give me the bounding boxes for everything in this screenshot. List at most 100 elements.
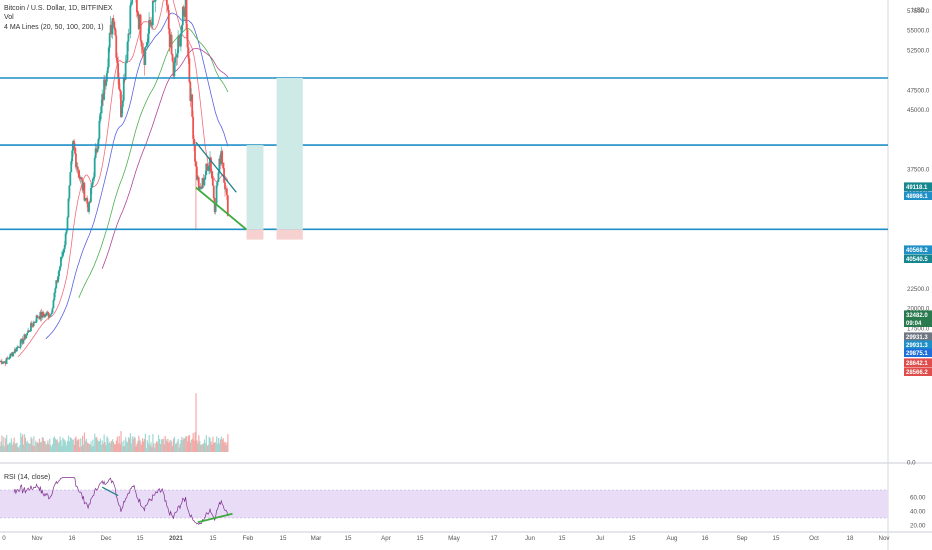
- candle-body: [120, 106, 123, 117]
- candle-body: [8, 358, 11, 359]
- volume-bar: [82, 435, 84, 452]
- volume-bar: [35, 440, 37, 452]
- volume-bar: [62, 437, 64, 452]
- volume-bar: [85, 438, 87, 452]
- volume-bar: [81, 446, 83, 452]
- candle-body: [85, 198, 88, 199]
- volume-bar: [183, 438, 185, 452]
- volume-bar: [75, 436, 77, 452]
- candle-body: [69, 172, 72, 186]
- volume-bar: [143, 438, 146, 452]
- candle-body: [41, 312, 44, 318]
- candle-body: [37, 317, 40, 319]
- volume-bar: [180, 439, 182, 452]
- volume-bar: [110, 443, 112, 452]
- volume-bar: [48, 444, 50, 452]
- volume-bar: [126, 441, 128, 452]
- rsi-legend[interactable]: RSI (14, close): [4, 474, 51, 481]
- candle-body: [114, 28, 117, 36]
- candle-body: [75, 166, 78, 168]
- volume-bar: [70, 438, 72, 452]
- volume-legend[interactable]: Vol: [4, 14, 14, 21]
- volume-bar: [182, 440, 184, 452]
- candle-body: [86, 198, 89, 204]
- volume-bar: [164, 435, 166, 452]
- volume-bar: [53, 436, 56, 452]
- volume-bar: [40, 441, 42, 452]
- price-label: 09:04: [906, 321, 922, 327]
- volume-bar: [7, 444, 9, 452]
- candle-body: [116, 57, 119, 64]
- candle-body: [11, 353, 14, 357]
- candle-body: [222, 162, 225, 169]
- volume-bar: [211, 444, 213, 452]
- volume-bar: [92, 439, 94, 452]
- price-label-bg: [904, 254, 932, 263]
- volume-bar: [198, 435, 200, 452]
- symbol-legend[interactable]: Bitcoin / U.S. Dollar, 1D, BITFINEX: [4, 5, 113, 12]
- candle-body: [30, 323, 32, 332]
- volume-bar: [19, 445, 21, 452]
- candle-body: [121, 100, 124, 107]
- volume-bar: [52, 444, 54, 452]
- candle-body: [1, 362, 4, 364]
- ma-legend[interactable]: 4 MA Lines (20, 50, 100, 200, 1): [4, 24, 104, 31]
- wedge-upper-line: [195, 141, 237, 193]
- candle-body: [102, 94, 105, 100]
- volume-bar: [54, 438, 57, 452]
- candle-body: [7, 358, 10, 360]
- candle-body: [63, 244, 66, 250]
- candle-body: [6, 358, 9, 359]
- candle-body: [20, 338, 23, 341]
- price-tick-label: 20000.0: [907, 306, 930, 313]
- volume-bar: [96, 437, 98, 452]
- ma-line-100: [78, 27, 229, 299]
- candle-body: [74, 147, 76, 154]
- volume-bar: [161, 439, 163, 452]
- candle-body: [172, 61, 175, 77]
- volume-bar: [18, 447, 20, 452]
- volume-bar: [113, 444, 116, 452]
- price-label-bg: [904, 310, 932, 319]
- candle-body: [194, 145, 196, 162]
- volume-bar: [98, 441, 101, 452]
- candle-body: [138, 14, 141, 29]
- candle-body: [124, 62, 127, 80]
- volume-bar: [144, 433, 147, 452]
- candle-body: [97, 138, 100, 149]
- candle-body: [105, 81, 107, 87]
- volume-bar: [26, 440, 28, 452]
- x-tick-label: Jul: [596, 535, 604, 542]
- candle-body: [101, 94, 104, 107]
- volume-bar: [0, 441, 2, 452]
- candle-body: [21, 338, 24, 344]
- volume-bar: [68, 441, 71, 452]
- volume-bar: [36, 442, 38, 452]
- volume-bar: [78, 439, 80, 452]
- candle-body: [111, 18, 114, 35]
- volume-bar: [38, 438, 41, 452]
- candle-body: [88, 201, 90, 212]
- volume-bar: [219, 439, 222, 452]
- volume-bar: [52, 437, 55, 452]
- candle-body: [3, 361, 6, 363]
- volume-bar: [215, 442, 217, 452]
- moving-averages: [17, 0, 229, 357]
- volume-bar: [89, 444, 91, 452]
- candle-body: [78, 177, 81, 179]
- rsi-tick-label: 40.00: [910, 509, 926, 516]
- volume-bar: [51, 447, 53, 452]
- x-tick-label: 15: [559, 535, 566, 542]
- volume-bar: [104, 442, 106, 452]
- volume-bar: [217, 437, 220, 452]
- volume-bar: [204, 443, 207, 452]
- candle-body: [122, 77, 125, 101]
- candle-body: [140, 40, 143, 47]
- volume-bar: [208, 436, 210, 452]
- candle-body: [192, 116, 195, 139]
- candle-body: [171, 54, 174, 62]
- candle-body: [79, 177, 82, 179]
- volume-bar: [103, 434, 105, 452]
- candle-body: [169, 34, 172, 48]
